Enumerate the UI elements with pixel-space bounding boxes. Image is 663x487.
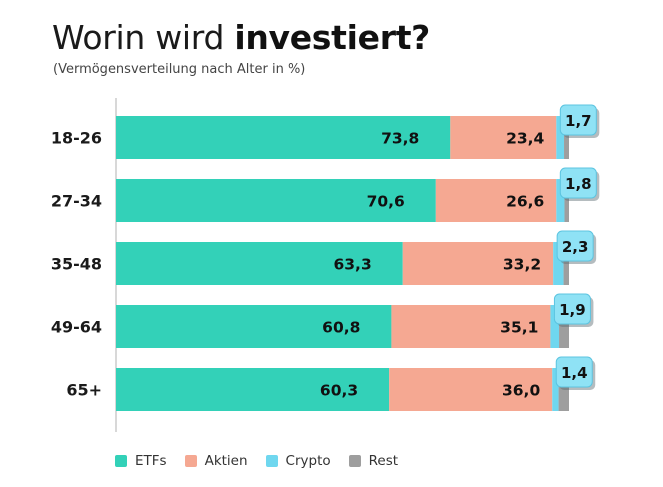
legend-label-aktien: Aktien [204, 453, 248, 469]
chart-title-normal: Worin wird [52, 18, 235, 57]
bar-crypto-27-34 [556, 179, 565, 222]
data-label-crypto-65-: 1,4 [561, 364, 588, 382]
legend-item-crypto: Crypto [265, 453, 331, 469]
chart-subtitle: (Vermögensverteilung nach Alter in %) [53, 62, 306, 77]
data-label-aktien-49-64: 35,1 [500, 319, 538, 337]
category-label-49-64: 49-64 [51, 318, 102, 337]
crypto-badge-18-26 [559, 104, 597, 136]
bar-etfs-49-64 [116, 305, 392, 348]
legend-swatch-rest [348, 455, 361, 467]
data-label-etfs-65-: 60,3 [320, 382, 358, 400]
category-label-65-: 65+ [66, 381, 102, 400]
chart-title: Worin wird investiert? [52, 18, 430, 58]
bar-etfs-65- [116, 368, 390, 411]
data-label-aktien-65-: 36,0 [502, 382, 540, 400]
data-label-crypto-35-48: 2,3 [562, 238, 589, 256]
data-label-aktien-35-48: 33,2 [503, 256, 541, 274]
crypto-badge-49-64 [553, 293, 591, 325]
bar-crypto-49-64 [550, 305, 560, 348]
bar-crypto-18-26 [556, 116, 565, 159]
bar-aktien-18-26 [450, 116, 557, 159]
category-label-35-48: 35-48 [51, 255, 102, 274]
crypto-badge-35-48 [556, 230, 594, 262]
data-label-etfs-27-34: 70,6 [367, 193, 405, 211]
bar-rest-65- [558, 368, 569, 411]
legend-item-rest: Rest [348, 453, 399, 469]
data-label-etfs-35-48: 63,3 [333, 256, 371, 274]
bar-rest-35-48 [563, 242, 569, 285]
bar-etfs-27-34 [116, 179, 436, 222]
legend-swatch-aktien [184, 455, 197, 467]
data-label-crypto-27-34: 1,8 [565, 175, 592, 193]
bar-etfs-18-26 [116, 116, 451, 159]
legend-label-rest: Rest [368, 453, 399, 469]
bar-aktien-49-64 [391, 305, 551, 348]
bar-aktien-35-48 [402, 242, 554, 285]
bar-rest-27-34 [564, 179, 569, 222]
bar-crypto-65- [552, 368, 559, 411]
data-label-aktien-18-26: 23,4 [506, 130, 544, 148]
data-label-crypto-18-26: 1,7 [565, 112, 592, 130]
crypto-badge-27-34 [559, 167, 597, 199]
data-label-etfs-18-26: 73,8 [381, 130, 419, 148]
legend-item-aktien: Aktien [184, 453, 248, 469]
bar-etfs-35-48 [116, 242, 403, 285]
bar-aktien-65- [389, 368, 553, 411]
bar-aktien-27-34 [435, 179, 557, 222]
data-label-aktien-27-34: 26,6 [506, 193, 544, 211]
chart-legend: ETFs Aktien Crypto Rest [115, 453, 398, 469]
legend-label-crypto: Crypto [285, 453, 331, 469]
chart-title-bold: investiert? [234, 18, 431, 57]
data-label-etfs-49-64: 60,8 [322, 319, 360, 337]
legend-label-etfs: ETFs [135, 453, 167, 469]
category-label-18-26: 18-26 [51, 129, 102, 148]
legend-swatch-etfs [115, 455, 127, 467]
legend-item-etfs: ETFs [115, 453, 167, 469]
crypto-badge-65- [555, 356, 593, 388]
legend-swatch-crypto [265, 455, 278, 467]
category-label-27-34: 27-34 [51, 192, 102, 211]
bar-rest-18-26 [564, 116, 569, 159]
bar-rest-49-64 [559, 305, 569, 348]
data-label-crypto-49-64: 1,9 [559, 301, 586, 319]
bar-crypto-35-48 [553, 242, 564, 285]
